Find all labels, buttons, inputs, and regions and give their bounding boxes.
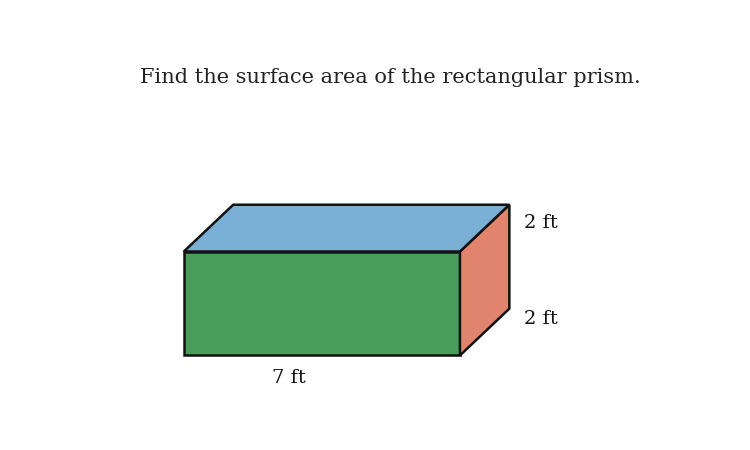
Text: 2 ft: 2 ft [524, 215, 557, 233]
Text: 2 ft: 2 ft [524, 310, 557, 328]
Polygon shape [184, 205, 509, 252]
Polygon shape [460, 205, 509, 356]
Text: 7 ft: 7 ft [272, 369, 306, 387]
Polygon shape [184, 252, 460, 356]
Text: Find the surface area of the rectangular prism.: Find the surface area of the rectangular… [140, 68, 641, 87]
